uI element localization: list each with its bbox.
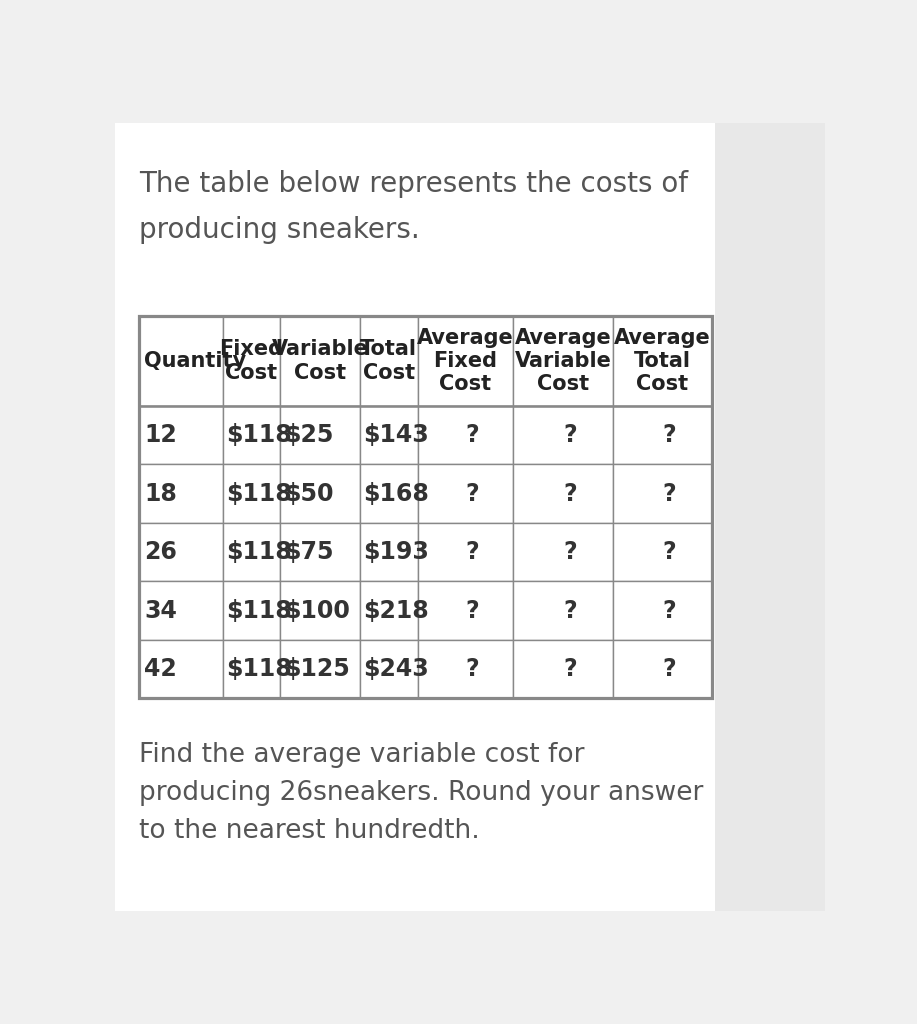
Text: $193: $193	[363, 541, 429, 564]
Text: $50: $50	[283, 481, 333, 506]
Bar	[280, 316, 360, 406]
Bar	[514, 582, 613, 640]
Text: 42: 42	[145, 657, 177, 681]
Text: Average
Variable
Cost: Average Variable Cost	[514, 328, 612, 394]
Text: ?: ?	[466, 423, 479, 447]
Bar	[360, 465, 417, 523]
Text: ?: ?	[563, 657, 577, 681]
Bar	[139, 316, 712, 698]
Text: 18: 18	[145, 481, 177, 506]
Bar	[280, 640, 360, 698]
Text: $243: $243	[363, 657, 429, 681]
Bar	[139, 523, 223, 582]
Text: 12: 12	[145, 423, 177, 447]
Bar	[417, 640, 514, 698]
Bar	[280, 582, 360, 640]
Text: $118: $118	[226, 657, 292, 681]
Bar	[613, 406, 712, 465]
Bar	[514, 523, 613, 582]
Text: Total
Cost: Total Cost	[360, 339, 417, 383]
Text: Average
Total
Cost: Average Total Cost	[613, 328, 711, 394]
Text: ?: ?	[563, 541, 577, 564]
Text: ?: ?	[466, 541, 479, 564]
Bar	[223, 406, 280, 465]
Text: $25: $25	[283, 423, 333, 447]
Text: ?: ?	[563, 481, 577, 506]
Text: ?: ?	[466, 599, 479, 623]
Bar	[139, 582, 223, 640]
Bar	[417, 582, 514, 640]
Text: ?: ?	[466, 481, 479, 506]
Bar	[417, 316, 514, 406]
Text: Average
Fixed
Cost: Average Fixed Cost	[417, 328, 514, 394]
Text: ?: ?	[466, 657, 479, 681]
Text: $125: $125	[283, 657, 349, 681]
Bar	[223, 316, 280, 406]
Bar	[223, 582, 280, 640]
Text: The table below represents the costs of: The table below represents the costs of	[139, 170, 689, 199]
Text: Variable
Cost: Variable Cost	[271, 339, 369, 383]
Bar	[223, 640, 280, 698]
Bar	[280, 406, 360, 465]
Text: Find the average variable cost for
producing 26sneakers. Round your answer
to th: Find the average variable cost for produ…	[139, 741, 704, 844]
Bar	[514, 640, 613, 698]
Bar	[613, 582, 712, 640]
Text: $218: $218	[363, 599, 429, 623]
Bar	[139, 640, 223, 698]
Text: $143: $143	[363, 423, 429, 447]
Bar	[613, 465, 712, 523]
Text: Quantity: Quantity	[145, 351, 247, 371]
Text: $118: $118	[226, 541, 292, 564]
Bar	[139, 465, 223, 523]
Text: producing sneakers.: producing sneakers.	[139, 216, 420, 244]
Text: 34: 34	[145, 599, 177, 623]
Bar	[514, 406, 613, 465]
Text: ?: ?	[662, 541, 676, 564]
Bar	[715, 123, 825, 911]
Text: 26: 26	[145, 541, 177, 564]
Bar	[139, 316, 223, 406]
Text: ?: ?	[662, 599, 676, 623]
Text: ?: ?	[662, 481, 676, 506]
Bar	[613, 523, 712, 582]
Bar	[223, 523, 280, 582]
Bar	[417, 465, 514, 523]
Text: $118: $118	[226, 599, 292, 623]
Text: $118: $118	[226, 481, 292, 506]
Bar	[613, 640, 712, 698]
Bar	[280, 465, 360, 523]
Bar	[139, 316, 712, 698]
Text: $168: $168	[363, 481, 429, 506]
Bar	[139, 406, 223, 465]
Bar	[417, 523, 514, 582]
Bar	[360, 640, 417, 698]
Bar	[417, 406, 514, 465]
Text: ?: ?	[662, 423, 676, 447]
Text: ?: ?	[563, 599, 577, 623]
Bar	[280, 523, 360, 582]
Text: Fixed
Cost: Fixed Cost	[219, 339, 283, 383]
Bar	[223, 465, 280, 523]
Text: $118: $118	[226, 423, 292, 447]
Bar	[514, 465, 613, 523]
Bar	[115, 123, 715, 911]
Text: $75: $75	[283, 541, 333, 564]
Bar	[360, 582, 417, 640]
Bar	[613, 316, 712, 406]
Text: $100: $100	[283, 599, 349, 623]
Text: ?: ?	[563, 423, 577, 447]
Bar	[360, 406, 417, 465]
Text: ?: ?	[662, 657, 676, 681]
Bar	[360, 523, 417, 582]
Bar	[514, 316, 613, 406]
Bar	[360, 316, 417, 406]
